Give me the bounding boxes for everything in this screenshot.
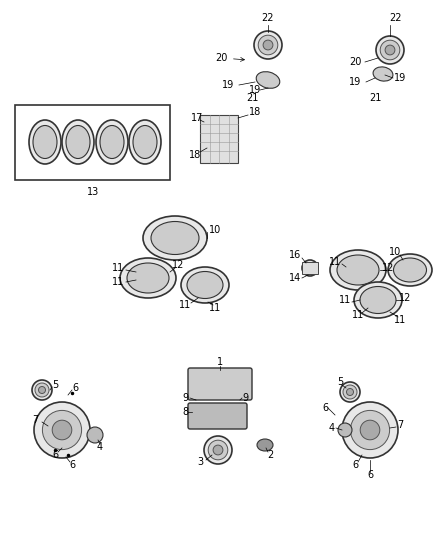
Text: 17: 17 <box>191 113 203 123</box>
Text: 11: 11 <box>329 257 341 267</box>
Text: 10: 10 <box>389 247 401 257</box>
Circle shape <box>32 380 52 400</box>
Text: 6: 6 <box>352 460 358 470</box>
Circle shape <box>376 36 404 64</box>
FancyBboxPatch shape <box>188 368 252 400</box>
Text: 19: 19 <box>349 77 361 87</box>
Ellipse shape <box>393 258 427 282</box>
Text: 21: 21 <box>246 93 258 103</box>
Text: 6: 6 <box>69 460 75 470</box>
Circle shape <box>343 385 357 399</box>
Ellipse shape <box>256 71 280 88</box>
Circle shape <box>346 389 353 395</box>
Circle shape <box>385 45 395 55</box>
Text: 18: 18 <box>249 107 261 117</box>
Text: 11: 11 <box>339 295 351 305</box>
Text: 6: 6 <box>322 403 328 413</box>
Text: 6: 6 <box>72 383 78 393</box>
Text: 20: 20 <box>215 53 244 63</box>
Ellipse shape <box>96 120 128 164</box>
Ellipse shape <box>330 250 386 290</box>
Circle shape <box>340 382 360 402</box>
Circle shape <box>360 420 380 440</box>
Ellipse shape <box>127 263 169 293</box>
Text: 11: 11 <box>179 300 191 310</box>
Circle shape <box>254 31 282 59</box>
Ellipse shape <box>338 423 352 437</box>
Text: 2: 2 <box>267 450 273 460</box>
Circle shape <box>208 440 228 460</box>
Text: 1: 1 <box>217 357 223 367</box>
Ellipse shape <box>87 427 103 443</box>
Text: 11: 11 <box>112 263 124 273</box>
Ellipse shape <box>33 125 57 158</box>
Circle shape <box>213 445 223 455</box>
Text: 19: 19 <box>394 73 406 83</box>
Text: 4: 4 <box>329 423 335 433</box>
Text: 9: 9 <box>242 393 248 403</box>
Circle shape <box>380 40 400 60</box>
Circle shape <box>302 260 318 276</box>
Text: 11: 11 <box>352 310 364 320</box>
Text: 21: 21 <box>369 93 381 103</box>
Ellipse shape <box>354 282 402 318</box>
Text: 6: 6 <box>367 470 373 480</box>
Text: 20: 20 <box>349 57 361 67</box>
Text: 10: 10 <box>209 225 221 235</box>
Circle shape <box>258 35 278 55</box>
Ellipse shape <box>62 120 94 164</box>
Ellipse shape <box>187 271 223 298</box>
Text: 7: 7 <box>397 420 403 430</box>
Ellipse shape <box>360 287 396 313</box>
Ellipse shape <box>373 67 393 81</box>
Ellipse shape <box>29 120 61 164</box>
Text: 19: 19 <box>222 80 234 90</box>
Circle shape <box>52 420 72 440</box>
Text: 3: 3 <box>197 457 203 467</box>
Circle shape <box>350 410 389 450</box>
Text: 16: 16 <box>289 250 301 260</box>
Ellipse shape <box>337 255 379 285</box>
Text: 22: 22 <box>262 13 274 23</box>
Text: 19: 19 <box>249 85 261 95</box>
Ellipse shape <box>66 125 90 158</box>
Text: 5: 5 <box>337 377 343 387</box>
Text: 22: 22 <box>389 13 401 23</box>
Ellipse shape <box>100 125 124 158</box>
Circle shape <box>39 386 46 393</box>
Ellipse shape <box>181 267 229 303</box>
Text: 6: 6 <box>52 450 58 460</box>
Ellipse shape <box>388 254 432 286</box>
Text: 12: 12 <box>382 263 394 273</box>
Circle shape <box>204 436 232 464</box>
Bar <box>200 115 238 163</box>
Text: 9: 9 <box>182 393 188 403</box>
Ellipse shape <box>133 125 157 158</box>
Bar <box>302 262 318 274</box>
Circle shape <box>34 402 90 458</box>
Text: 12: 12 <box>399 293 411 303</box>
Text: 4: 4 <box>97 442 103 452</box>
Text: 13: 13 <box>87 187 99 197</box>
Text: 12: 12 <box>172 260 184 270</box>
Text: 7: 7 <box>32 415 38 425</box>
Ellipse shape <box>151 222 199 254</box>
Text: 11: 11 <box>394 315 406 325</box>
FancyBboxPatch shape <box>188 403 247 429</box>
Text: 11: 11 <box>209 303 221 313</box>
Ellipse shape <box>143 216 207 260</box>
Text: 14: 14 <box>289 273 301 283</box>
Circle shape <box>35 383 49 397</box>
Ellipse shape <box>120 258 176 298</box>
Text: 5: 5 <box>52 380 58 390</box>
Circle shape <box>342 402 398 458</box>
Ellipse shape <box>129 120 161 164</box>
Circle shape <box>42 410 81 450</box>
Text: 18: 18 <box>189 150 201 160</box>
Text: 8: 8 <box>182 407 188 417</box>
Bar <box>15 105 170 180</box>
Circle shape <box>263 40 273 50</box>
Text: 11: 11 <box>112 277 124 287</box>
Ellipse shape <box>257 439 273 451</box>
